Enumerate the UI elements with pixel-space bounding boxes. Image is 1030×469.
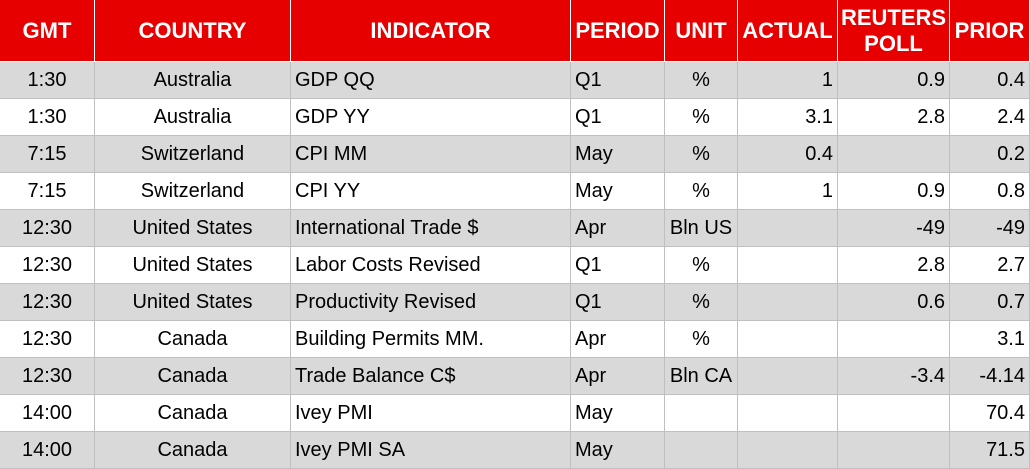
table-cell: Q1: [571, 62, 665, 99]
table-cell: Labor Costs Revised: [291, 247, 571, 284]
table-cell: 3.1: [738, 99, 838, 136]
table-cell: %: [665, 284, 738, 321]
table-cell: United States: [95, 210, 291, 247]
table-cell: May: [571, 173, 665, 210]
table-cell: Canada: [95, 321, 291, 358]
table-cell: CPI MM: [291, 136, 571, 173]
table-cell: [838, 136, 950, 173]
table-cell: 12:30: [0, 210, 95, 247]
table-cell: 3.1: [950, 321, 1030, 358]
table-cell: 12:30: [0, 247, 95, 284]
table-cell: Productivity Revised: [291, 284, 571, 321]
table-cell: [838, 321, 950, 358]
header-cell: UNIT: [665, 0, 738, 62]
table-cell: %: [665, 99, 738, 136]
table-cell: 0.2: [950, 136, 1030, 173]
table-cell: CPI YY: [291, 173, 571, 210]
table-cell: 14:00: [0, 432, 95, 469]
table-cell: 1: [738, 173, 838, 210]
table-cell: 0.9: [838, 62, 950, 99]
table-cell: Australia: [95, 62, 291, 99]
table-cell: 7:15: [0, 173, 95, 210]
table-cell: -49: [950, 210, 1030, 247]
table-cell: [738, 247, 838, 284]
table-cell: 0.8: [950, 173, 1030, 210]
table-cell: -4.14: [950, 358, 1030, 395]
table-cell: [838, 432, 950, 469]
table-cell: 1:30: [0, 62, 95, 99]
table-cell: 0.4: [950, 62, 1030, 99]
table-cell: Apr: [571, 358, 665, 395]
table-cell: Canada: [95, 358, 291, 395]
table-cell: %: [665, 136, 738, 173]
table-cell: Canada: [95, 395, 291, 432]
table-cell: Q1: [571, 284, 665, 321]
table-cell: Q1: [571, 99, 665, 136]
table-cell: Ivey PMI: [291, 395, 571, 432]
table-cell: 2.7: [950, 247, 1030, 284]
table-cell: Ivey PMI SA: [291, 432, 571, 469]
table-cell: 70.4: [950, 395, 1030, 432]
table-cell: Bln US: [665, 210, 738, 247]
table-cell: 2.8: [838, 247, 950, 284]
table-cell: 7:15: [0, 136, 95, 173]
table-cell: 1: [738, 62, 838, 99]
table-cell: %: [665, 62, 738, 99]
header-cell: REUTERS POLL: [838, 0, 950, 62]
table-cell: May: [571, 432, 665, 469]
table-cell: [738, 321, 838, 358]
header-cell: PERIOD: [571, 0, 665, 62]
table-cell: Apr: [571, 321, 665, 358]
table-cell: %: [665, 321, 738, 358]
table-cell: May: [571, 136, 665, 173]
table-cell: Building Permits MM.: [291, 321, 571, 358]
table-cell: -3.4: [838, 358, 950, 395]
table-cell: Switzerland: [95, 136, 291, 173]
table-cell: [738, 284, 838, 321]
table-cell: International Trade $: [291, 210, 571, 247]
table-cell: Australia: [95, 99, 291, 136]
table-cell: Trade Balance C$: [291, 358, 571, 395]
table-cell: 14:00: [0, 395, 95, 432]
table-cell: 2.4: [950, 99, 1030, 136]
table-cell: Apr: [571, 210, 665, 247]
table-cell: United States: [95, 284, 291, 321]
table-cell: [738, 210, 838, 247]
header-cell: INDICATOR: [291, 0, 571, 62]
table-cell: 0.7: [950, 284, 1030, 321]
table-cell: 2.8: [838, 99, 950, 136]
table-cell: 1:30: [0, 99, 95, 136]
table-cell: [738, 358, 838, 395]
table-cell: Q1: [571, 247, 665, 284]
table-cell: %: [665, 247, 738, 284]
table-cell: 12:30: [0, 358, 95, 395]
table-cell: Switzerland: [95, 173, 291, 210]
table-cell: [838, 395, 950, 432]
table-cell: United States: [95, 247, 291, 284]
table-cell: [665, 395, 738, 432]
header-cell: PRIOR: [950, 0, 1030, 62]
table-cell: May: [571, 395, 665, 432]
header-cell: COUNTRY: [95, 0, 291, 62]
table-cell: GDP YY: [291, 99, 571, 136]
table-cell: [738, 432, 838, 469]
table-cell: [665, 432, 738, 469]
table-cell: Bln CA: [665, 358, 738, 395]
table-cell: -49: [838, 210, 950, 247]
table-cell: 0.4: [738, 136, 838, 173]
table-cell: %: [665, 173, 738, 210]
table-cell: 12:30: [0, 321, 95, 358]
table-cell: Canada: [95, 432, 291, 469]
table-cell: 12:30: [0, 284, 95, 321]
table-cell: [738, 395, 838, 432]
table-cell: 0.6: [838, 284, 950, 321]
header-cell: GMT: [0, 0, 95, 62]
table-cell: 71.5: [950, 432, 1030, 469]
table-cell: GDP QQ: [291, 62, 571, 99]
table-cell: 0.9: [838, 173, 950, 210]
header-cell: ACTUAL: [738, 0, 838, 62]
